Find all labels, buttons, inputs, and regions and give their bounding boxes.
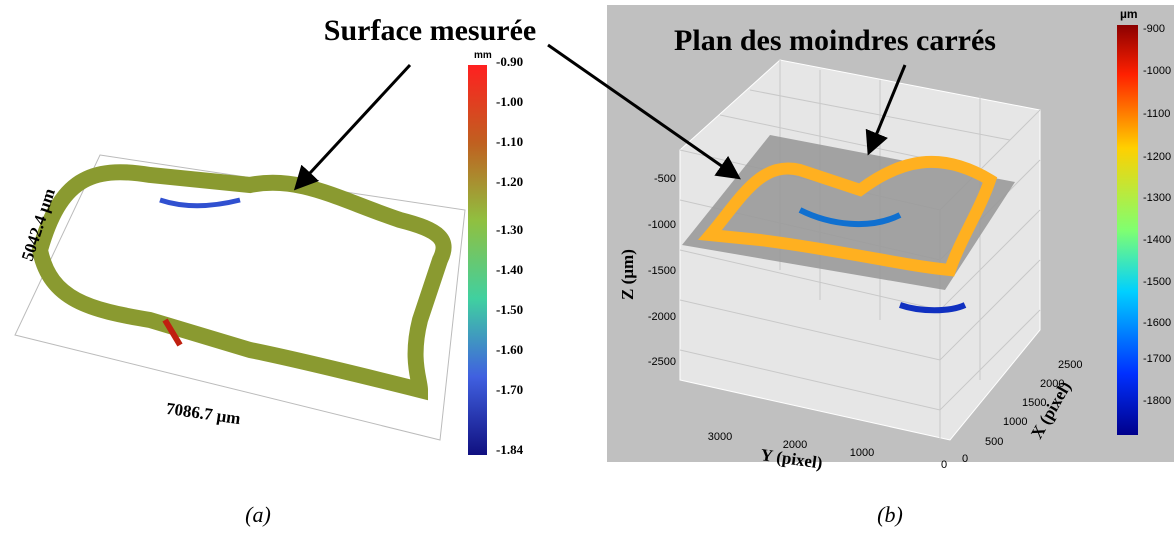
z-tick: -1000 xyxy=(648,219,676,231)
colorbar-tick: -1.40 xyxy=(496,262,523,277)
colorbar xyxy=(1117,25,1138,435)
y-tick: 0 xyxy=(941,459,947,471)
colorbar-unit: µm xyxy=(1120,7,1138,21)
colorbar-tick: -1000 xyxy=(1143,65,1171,77)
caption: (b) xyxy=(877,502,903,527)
colorbar-tick: -1800 xyxy=(1143,395,1171,407)
caption: (a) xyxy=(245,502,271,527)
colorbar-tick: -1400 xyxy=(1143,234,1171,246)
colorbar-tick: -1100 xyxy=(1143,108,1170,120)
colorbar-tick: -1.70 xyxy=(496,382,523,397)
width-label: 7086.7 µm xyxy=(165,399,242,428)
z-tick: -500 xyxy=(654,173,676,185)
x-tick: 2000 xyxy=(1040,378,1064,390)
colorbar-tick: -900 xyxy=(1143,23,1165,35)
colorbar-tick: -1700 xyxy=(1143,353,1171,365)
arrow xyxy=(547,43,741,180)
colorbar xyxy=(468,65,487,455)
panel-a: mm -0.90 -1.00 -1.10 -1.20 -1.30 -1.40 -1.50 -1… xyxy=(14,50,524,527)
colorbar-tick: -1.00 xyxy=(496,94,523,109)
arrow xyxy=(865,64,907,156)
colorbar-unit: mm xyxy=(474,50,492,61)
x-tick: 1000 xyxy=(1003,416,1027,428)
measured-surface xyxy=(31,164,452,401)
colorbar-tick: -1300 xyxy=(1143,192,1171,204)
surface-detail xyxy=(159,197,241,209)
x-tick: 500 xyxy=(985,436,1003,448)
surface-detail xyxy=(798,207,902,227)
y-tick: 3000 xyxy=(708,431,732,443)
colorbar-tick: -1.84 xyxy=(496,442,524,457)
y-tick: 1000 xyxy=(850,447,874,459)
colorbar-tick: -1600 xyxy=(1143,317,1171,329)
panel-b: µm -900 -1000 -1100 -1200 -1300 -1400 -1500 -16… xyxy=(607,5,1174,527)
colorbar-tick: -1.20 xyxy=(496,174,523,189)
callout: Plan des moindres carrés xyxy=(674,24,996,57)
x-tick: 0 xyxy=(962,453,968,465)
x-tick: 2500 xyxy=(1058,359,1082,371)
z-axis-label: Z (µm) xyxy=(618,249,637,300)
colorbar-tick: -1200 xyxy=(1143,151,1171,163)
arrow xyxy=(293,63,412,191)
surface-detail xyxy=(899,302,967,314)
y-tick: 2000 xyxy=(783,439,807,451)
z-tick: -1500 xyxy=(648,265,676,277)
colorbar-tick: -1.30 xyxy=(496,222,523,237)
x-tick: 1500 xyxy=(1022,397,1046,409)
surface-detail xyxy=(162,318,183,347)
measured-surface xyxy=(697,155,998,277)
colorbar-tick: -0.90 xyxy=(496,54,523,69)
z-tick: -2000 xyxy=(648,311,676,323)
callout: Surface mesurée xyxy=(324,14,536,47)
colorbar-tick: -1.60 xyxy=(496,342,523,357)
colorbar-tick: -1.10 xyxy=(496,134,523,149)
colorbar-tick: -1.50 xyxy=(496,302,523,317)
colorbar-tick: -1500 xyxy=(1143,276,1171,288)
z-tick: -2500 xyxy=(648,356,676,368)
